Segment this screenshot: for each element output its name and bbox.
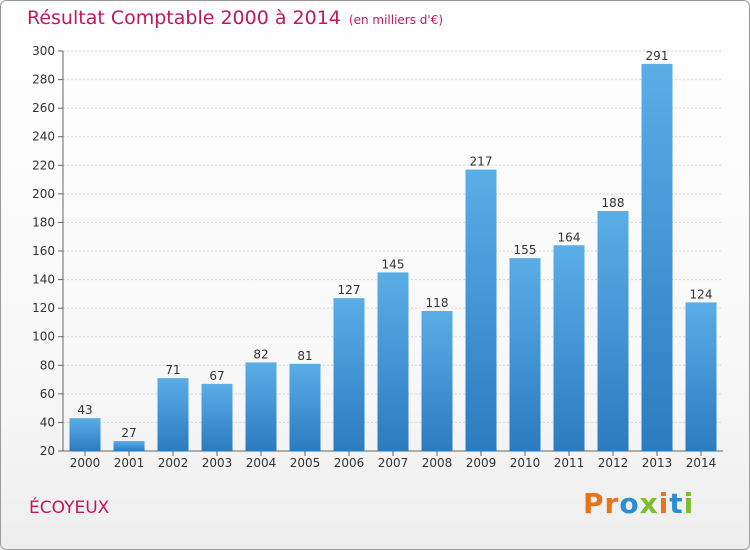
y-tick-label: 220 bbox=[32, 158, 55, 172]
y-tick-label: 280 bbox=[32, 73, 55, 87]
data-label-2012: 188 bbox=[602, 196, 625, 210]
y-tick-label: 80 bbox=[40, 358, 55, 372]
y-tick-label: 120 bbox=[32, 301, 55, 315]
data-label-2004: 82 bbox=[253, 347, 268, 361]
logo-letter: t bbox=[669, 487, 684, 520]
x-tick-label-2012: 2012 bbox=[598, 456, 629, 470]
data-label-2011: 164 bbox=[558, 230, 581, 244]
y-tick-label: 200 bbox=[32, 187, 55, 201]
bar-2000 bbox=[69, 418, 101, 451]
data-label-2005: 81 bbox=[297, 349, 312, 363]
logo-letter: o bbox=[619, 487, 640, 520]
bar-2009 bbox=[465, 169, 497, 452]
logo-letter: r bbox=[604, 487, 620, 520]
x-tick-label-2003: 2003 bbox=[202, 456, 233, 470]
x-tick-label-2006: 2006 bbox=[334, 456, 365, 470]
y-tick-label: 180 bbox=[32, 215, 55, 229]
x-tick-label-2002: 2002 bbox=[158, 456, 189, 470]
data-label-2006: 127 bbox=[338, 283, 361, 297]
y-tick-label: 140 bbox=[32, 273, 55, 287]
y-tick-label: 300 bbox=[32, 44, 55, 58]
logo-letter: i bbox=[658, 487, 670, 520]
data-label-2008: 118 bbox=[426, 296, 449, 310]
data-label-2001: 27 bbox=[121, 426, 136, 440]
data-label-2014: 124 bbox=[690, 287, 713, 301]
logo-letter: i bbox=[683, 487, 695, 520]
x-tick-label-2013: 2013 bbox=[642, 456, 673, 470]
x-tick-label-2009: 2009 bbox=[466, 456, 497, 470]
data-label-2009: 217 bbox=[470, 155, 493, 169]
bar-2010 bbox=[509, 258, 541, 451]
x-tick-label-2007: 2007 bbox=[378, 456, 409, 470]
bar-2008 bbox=[421, 311, 453, 451]
bar-2003 bbox=[201, 383, 233, 451]
bar-2013 bbox=[641, 63, 673, 451]
bar-2006 bbox=[333, 298, 365, 451]
commune-name: ÉCOYEUX bbox=[29, 498, 110, 518]
y-tick-label: 40 bbox=[40, 415, 55, 429]
x-tick-label-2000: 2000 bbox=[70, 456, 101, 470]
proxiti-logo: Proxiti bbox=[583, 487, 694, 520]
y-tick-label: 260 bbox=[32, 101, 55, 115]
chart-subtitle: (en milliers d'€) bbox=[348, 13, 444, 27]
y-tick-label: 20 bbox=[40, 444, 55, 458]
bars bbox=[69, 63, 717, 452]
bar-2001 bbox=[113, 441, 145, 451]
x-tick-label-2014: 2014 bbox=[686, 456, 717, 470]
bar-2002 bbox=[157, 378, 189, 451]
labels: 20 40 60 80 100 120 140 160 180 200 220 240 260 280 30… bbox=[32, 44, 716, 470]
x-tick-label-2010: 2010 bbox=[510, 456, 541, 470]
bar-2005 bbox=[289, 363, 321, 451]
data-label-2010: 155 bbox=[514, 243, 537, 257]
logo-letter: P bbox=[583, 487, 605, 520]
y-tick-label: 160 bbox=[32, 244, 55, 258]
data-label-2000: 43 bbox=[77, 403, 92, 417]
data-label-2007: 145 bbox=[382, 257, 405, 271]
y-tick-label: 100 bbox=[32, 330, 55, 344]
bar-2004 bbox=[245, 362, 277, 451]
bar-2012 bbox=[597, 211, 629, 451]
chart-title: Résultat Comptable 2000 à 2014 (en millie… bbox=[27, 7, 443, 29]
x-tick-label-2011: 2011 bbox=[554, 456, 585, 470]
y-tick-label: 60 bbox=[40, 387, 55, 401]
logo-letter: x bbox=[639, 487, 659, 520]
bar-2007 bbox=[377, 272, 409, 451]
data-label-2002: 71 bbox=[165, 363, 180, 377]
data-label-2003: 67 bbox=[209, 369, 224, 383]
x-tick-label-2001: 2001 bbox=[114, 456, 145, 470]
x-tick-label-2005: 2005 bbox=[290, 456, 321, 470]
x-tick-label-2008: 2008 bbox=[422, 456, 453, 470]
bar-2011 bbox=[553, 245, 585, 451]
chart-title-text: Résultat Comptable 2000 à 2014 bbox=[27, 7, 341, 29]
x-tick-label-2004: 2004 bbox=[246, 456, 277, 470]
data-label-2013: 291 bbox=[646, 49, 669, 63]
y-tick-label: 240 bbox=[32, 130, 55, 144]
bar-2014 bbox=[685, 302, 717, 451]
